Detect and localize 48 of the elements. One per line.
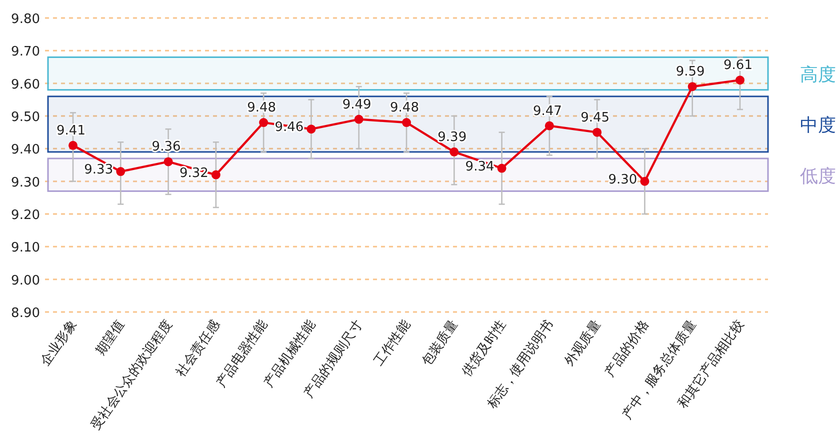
band-label: 低度 [800, 166, 836, 187]
point [164, 157, 173, 166]
point [736, 76, 744, 85]
data-label: 9.39 [438, 130, 467, 145]
y-tick-label: 9.70 [11, 44, 40, 60]
y-tick-label: 9.60 [11, 77, 40, 92]
point [354, 114, 364, 124]
data-label: 9.33 [84, 162, 114, 178]
data-label: 9.59 [676, 64, 705, 80]
point [497, 164, 506, 173]
y-tick-label: 9.80 [11, 12, 40, 27]
y-tick-label: 9.50 [11, 110, 40, 125]
data-label: 9.48 [247, 100, 276, 116]
point [592, 128, 602, 137]
point [259, 118, 268, 128]
data-label: 9.41 [56, 123, 86, 138]
x-tick-label: 供货及时性 [459, 318, 510, 380]
x-tick-label: 企业形象 [38, 318, 80, 369]
data-label: 9.34 [465, 159, 494, 174]
data-label: 9.47 [532, 104, 562, 119]
x-tick-label: 工作性能 [372, 318, 414, 369]
x-tick-label: 期望值 [93, 318, 128, 358]
y-tick-label: 9.00 [11, 273, 40, 288]
data-label: 9.45 [580, 110, 610, 126]
band-label: 高度 [800, 64, 836, 86]
y-tick-label: 9.20 [11, 208, 40, 223]
point [688, 82, 697, 92]
data-label: 9.32 [179, 166, 208, 181]
point [211, 170, 220, 180]
data-label: 9.48 [390, 100, 419, 116]
point [116, 167, 126, 176]
data-label: 9.61 [724, 58, 752, 74]
point [306, 124, 316, 134]
y-tick-label: 8.90 [11, 306, 40, 321]
x-tick-label: 外观质量 [562, 318, 604, 369]
point [544, 121, 554, 130]
data-label: 9.30 [608, 172, 638, 188]
point [640, 176, 650, 186]
y-tick-label: 9.40 [11, 142, 40, 158]
band-label: 中度 [800, 115, 836, 136]
data-label: 9.36 [152, 140, 181, 155]
y-tick-label: 9.10 [11, 240, 40, 256]
point [450, 147, 459, 156]
y-tick-label: 9.30 [11, 175, 40, 190]
x-tick-label: 包装质量 [419, 318, 462, 369]
data-label: 9.49 [342, 97, 372, 112]
point [68, 140, 78, 150]
point [402, 118, 411, 128]
